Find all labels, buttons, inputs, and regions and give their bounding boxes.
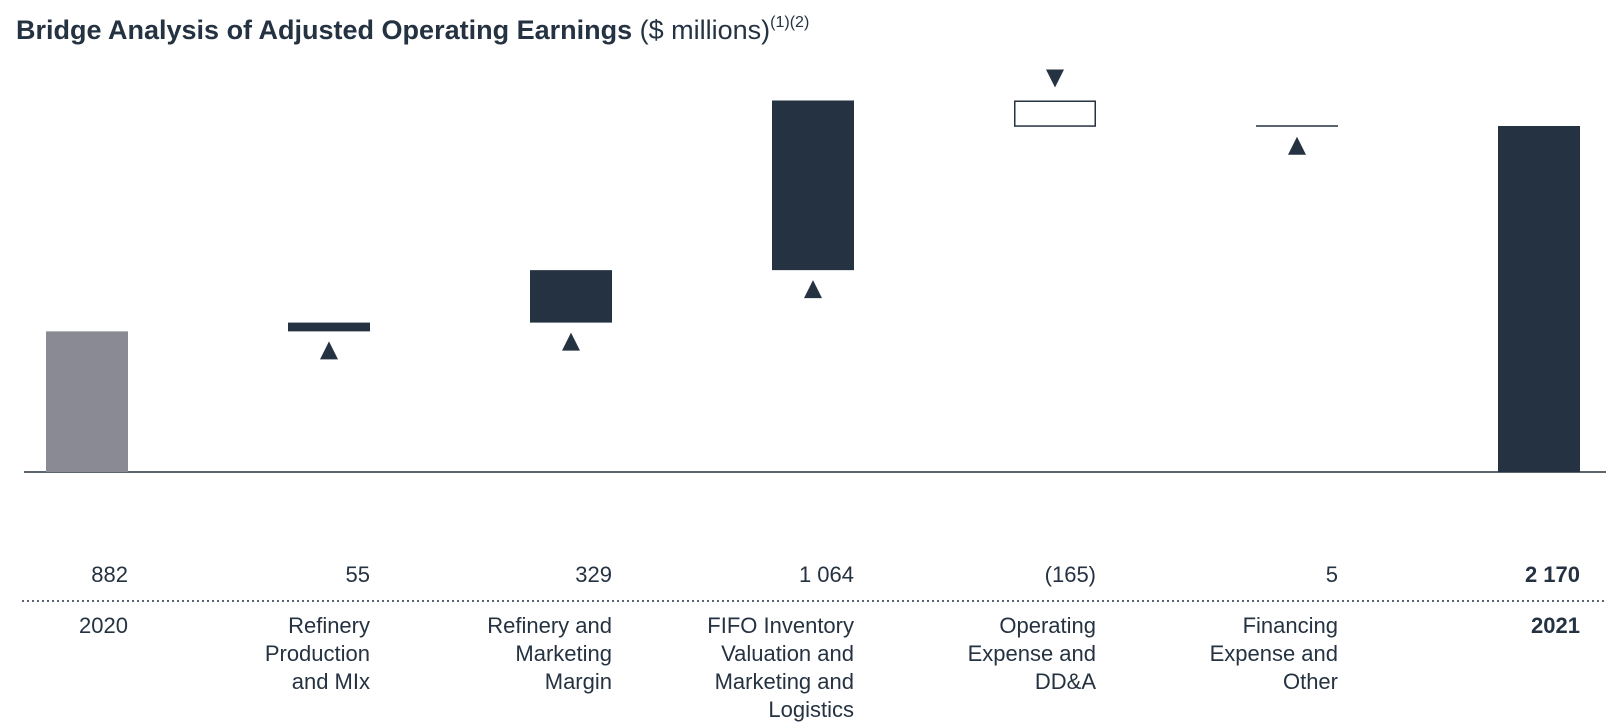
category-label-line: 2021 bbox=[1531, 613, 1580, 638]
chart-title: Bridge Analysis of Adjusted Operating Ea… bbox=[16, 14, 809, 46]
category-label-line: FIFO Inventory bbox=[707, 613, 854, 638]
category-label-1: Refinery Production and MIx bbox=[265, 613, 370, 694]
category-label-line: DD&A bbox=[1035, 669, 1096, 694]
category-label-line: Operating bbox=[999, 613, 1096, 638]
category-label-5: Financing Expense and Other bbox=[1210, 613, 1338, 694]
category-label-line: Marketing bbox=[515, 641, 612, 666]
category-label-line: and MIx bbox=[292, 669, 370, 694]
bar-4 bbox=[1014, 100, 1096, 127]
category-label-line: Valuation and bbox=[721, 641, 854, 666]
value-label-5: 5 bbox=[1326, 562, 1338, 587]
decrease-icon-4 bbox=[1046, 69, 1064, 88]
chart-title-main: Bridge Analysis of Adjusted Operating Ea… bbox=[16, 15, 633, 45]
category-label-4: Operating Expense and DD&A bbox=[968, 613, 1097, 694]
value-label-4: (165) bbox=[1045, 562, 1096, 587]
category-label-line: Refinery bbox=[288, 613, 370, 638]
bar-6 bbox=[1498, 126, 1580, 472]
category-label-line: Financing bbox=[1243, 613, 1338, 638]
increase-icon-5 bbox=[1288, 136, 1306, 155]
category-label-2: Refinery and Marketing Margin bbox=[487, 613, 612, 694]
value-label-1: 55 bbox=[346, 562, 370, 587]
increase-icon-3 bbox=[804, 280, 822, 299]
category-label-6: 2021 bbox=[1531, 613, 1580, 638]
category-label-line: 2020 bbox=[79, 613, 128, 638]
bar-2 bbox=[530, 270, 612, 323]
bar-0 bbox=[46, 331, 128, 472]
chart-title-unit: ($ millions) bbox=[639, 15, 771, 45]
category-label-line: Production bbox=[265, 641, 370, 666]
category-label-line: Margin bbox=[545, 669, 612, 694]
category-label-line: Expense and bbox=[968, 641, 1096, 666]
increase-icon-2 bbox=[562, 332, 580, 351]
increase-icon-1 bbox=[320, 341, 338, 360]
value-label-0: 882 bbox=[91, 562, 128, 587]
category-label-3: FIFO Inventory Valuation and Marketing and… bbox=[707, 613, 854, 722]
category-label-0: 2020 bbox=[79, 613, 128, 638]
value-label-2: 329 bbox=[575, 562, 612, 587]
category-label-line: Other bbox=[1283, 669, 1338, 694]
chart-title-notes: (1)(2) bbox=[770, 14, 810, 31]
category-label-line: Expense and bbox=[1210, 641, 1338, 666]
category-label-line: Logistics bbox=[768, 697, 854, 722]
category-label-line: Refinery and bbox=[487, 613, 612, 638]
bar-1 bbox=[288, 322, 370, 332]
value-label-6: 2 170 bbox=[1525, 562, 1580, 587]
bar-3 bbox=[772, 100, 854, 271]
value-label-3: 1 064 bbox=[799, 562, 854, 587]
category-label-line: Marketing and bbox=[715, 669, 854, 694]
